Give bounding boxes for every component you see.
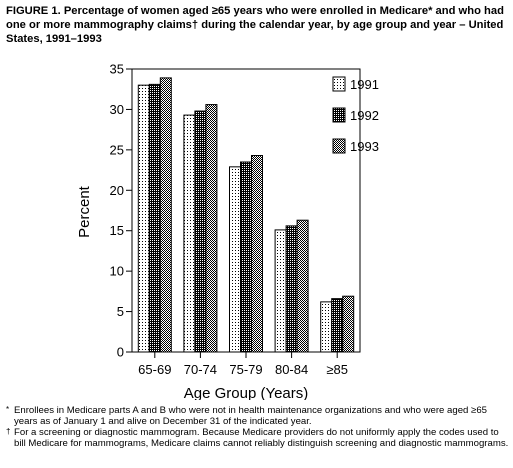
x-tick-label: 75-79 bbox=[229, 362, 262, 377]
y-tick-label: 10 bbox=[110, 264, 124, 279]
bar-1991-3 bbox=[274, 229, 287, 353]
bar-1992-3 bbox=[285, 225, 298, 353]
footnote-text: Enrollees in Medicare parts A and B who … bbox=[14, 405, 487, 427]
y-tick-label: 35 bbox=[110, 62, 124, 77]
y-tick-label: 0 bbox=[117, 345, 124, 360]
bar-1992-1 bbox=[194, 110, 207, 353]
bar-1991-4 bbox=[320, 301, 333, 353]
x-tick-label: 80-84 bbox=[275, 362, 308, 377]
y-tick-label: 5 bbox=[117, 304, 124, 319]
legend-swatch-1991 bbox=[332, 76, 346, 92]
bar-1993-1 bbox=[205, 104, 218, 353]
bar-1992-0 bbox=[148, 83, 161, 353]
y-tick-label: 15 bbox=[110, 223, 124, 238]
legend-label-1992: 1992 bbox=[350, 108, 379, 123]
figure-title-lead: FIGURE 1. bbox=[6, 5, 61, 17]
legend-label-1991: 1991 bbox=[350, 77, 379, 92]
y-axis-label: Percent bbox=[76, 185, 93, 238]
legend-label-1993: 1993 bbox=[350, 139, 379, 154]
footnote-marker: † bbox=[6, 427, 11, 436]
footnote-enrollees: * Enrollees in Medicare parts A and B wh… bbox=[6, 405, 510, 427]
legend-swatch-1993 bbox=[332, 138, 346, 154]
bar-chart: 0 5 10 15 20 25 30 35 65-69 70-74 75-79 80-84 ≥85 1… bbox=[76, 62, 379, 401]
bar-1992-4 bbox=[331, 298, 344, 353]
bar-1993-4 bbox=[342, 295, 355, 353]
x-tick-label: 65-69 bbox=[138, 362, 171, 377]
figure-title: FIGURE 1. Percentage of women aged ≥65 y… bbox=[6, 4, 508, 46]
x-axis-label: Age Group (Years) bbox=[184, 385, 309, 400]
bar-1991-0 bbox=[137, 84, 150, 353]
legend-swatch-1992 bbox=[332, 107, 346, 123]
footnotes: * Enrollees in Medicare parts A and B wh… bbox=[6, 405, 510, 449]
y-tick-label: 20 bbox=[110, 183, 124, 198]
bar-1991-1 bbox=[183, 114, 196, 353]
bar-1993-3 bbox=[296, 219, 309, 353]
footnote-marker: * bbox=[6, 405, 10, 414]
bar-1991-2 bbox=[229, 166, 241, 353]
x-tick-label: ≥85 bbox=[326, 362, 348, 377]
bar-1992-2 bbox=[240, 161, 252, 353]
bar-1993-0 bbox=[159, 77, 172, 353]
x-tick-label: 70-74 bbox=[184, 362, 217, 377]
y-tick-label: 25 bbox=[110, 142, 124, 157]
footnote-mammogram: † For a screening or diagnostic mammogra… bbox=[6, 427, 510, 449]
footnote-text: For a screening or diagnostic mammogram.… bbox=[14, 427, 509, 449]
bar-1993-2 bbox=[251, 155, 263, 353]
figure-title-text: Percentage of women aged ≥65 years who w… bbox=[6, 5, 504, 45]
y-tick-label: 30 bbox=[110, 102, 124, 117]
